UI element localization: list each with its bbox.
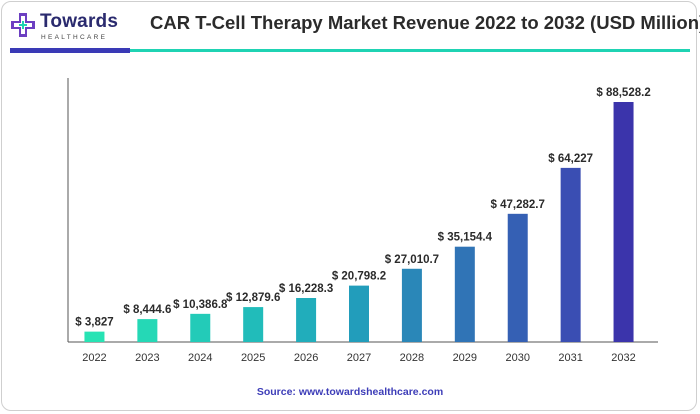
x-tick-label-2031: 2031: [558, 352, 582, 364]
bar-2026: [296, 298, 317, 342]
data-label-2022: $ 3,827: [75, 317, 113, 329]
bar-2023: [137, 319, 158, 342]
x-tick-label-2024: 2024: [188, 352, 212, 364]
data-label-2029: $ 35,154.4: [438, 232, 493, 244]
brand-tagline: HEALTHCARE: [41, 34, 108, 41]
bar-2027: [349, 285, 369, 342]
x-tick-label-2028: 2028: [400, 352, 424, 364]
x-tick-label-2022: 2022: [82, 352, 106, 364]
data-label-2028: $ 27,010.7: [385, 254, 439, 266]
x-tick-label-2023: 2023: [135, 352, 159, 364]
brand-logo: Towards HEALTHCARE: [10, 10, 130, 44]
bar-2032: [613, 102, 634, 342]
x-tick-label-2026: 2026: [294, 352, 318, 364]
x-tick-label-2027: 2027: [347, 352, 371, 364]
source-note: Source: www.towardshealthcare.com: [256, 386, 444, 398]
chart-title: CAR T-Cell Therapy Market Revenue 2022 t…: [150, 12, 700, 33]
bar-2022: [84, 331, 105, 342]
bar-2028: [401, 268, 422, 342]
data-label-2025: $ 12,879.6: [226, 292, 280, 304]
data-label-2031: $ 64,227: [548, 153, 593, 165]
bar-2031: [560, 167, 581, 342]
data-label-2032: $ 88,528.2: [596, 87, 650, 99]
data-label-2026: $ 16,228.3: [279, 283, 333, 295]
data-label-2030: $ 47,282.7: [491, 199, 545, 211]
x-tick-label-2029: 2029: [453, 352, 477, 364]
x-tick-label-2032: 2032: [611, 352, 635, 364]
header-rule: [10, 49, 690, 52]
bar-2024: [190, 313, 211, 342]
bar-2029: [454, 246, 475, 342]
data-label-2027: $ 20,798.2: [332, 271, 386, 283]
bar-2030: [507, 213, 528, 342]
x-tick-label-2025: 2025: [241, 352, 265, 364]
header-rule-accent: [10, 48, 130, 53]
data-label-2024: $ 10,386.8: [173, 299, 228, 311]
brand-name: Towards: [40, 11, 119, 32]
logo-cross-icon: [11, 13, 35, 37]
bar-2025: [243, 307, 264, 342]
x-tick-label-2030: 2030: [505, 352, 529, 364]
data-label-2023: $ 8,444.6: [123, 304, 171, 316]
